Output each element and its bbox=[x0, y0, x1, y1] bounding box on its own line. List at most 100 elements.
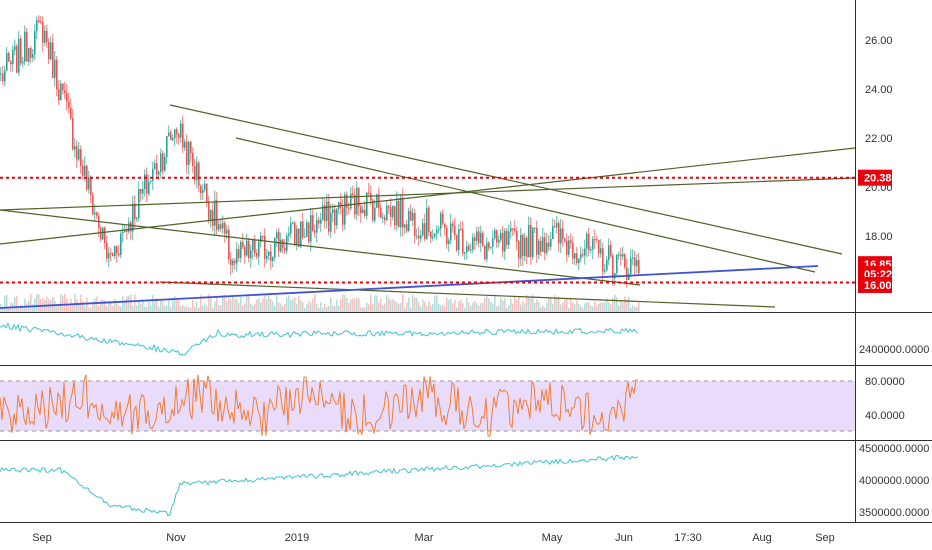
candle-body bbox=[456, 235, 458, 251]
volume-bar bbox=[598, 303, 600, 312]
volume-bar bbox=[344, 295, 346, 312]
volume-bar bbox=[400, 303, 402, 312]
volume-bar bbox=[206, 306, 208, 312]
candle-body bbox=[390, 207, 392, 218]
volume-bar bbox=[492, 303, 494, 312]
volume-bar bbox=[556, 297, 558, 312]
volume-bar bbox=[582, 307, 584, 312]
candle-body bbox=[240, 242, 242, 258]
candle-body bbox=[54, 59, 56, 78]
volume-bar bbox=[250, 303, 252, 312]
candle-body bbox=[388, 205, 390, 208]
volume-bar bbox=[382, 305, 384, 312]
volume-bar bbox=[330, 297, 332, 312]
volume-bar bbox=[378, 302, 380, 312]
candle-body bbox=[400, 197, 402, 228]
volume-bar bbox=[82, 300, 84, 312]
volume-axis-label: 2400000.0000 bbox=[859, 344, 929, 356]
volume-bar bbox=[112, 305, 114, 312]
volume-bar bbox=[38, 294, 40, 312]
candle-body bbox=[48, 41, 50, 60]
volume-bar bbox=[84, 305, 86, 312]
volume-bar bbox=[202, 305, 204, 312]
volume-bar bbox=[182, 304, 184, 312]
volume-bar bbox=[92, 302, 94, 312]
candle-body bbox=[174, 129, 176, 139]
candle-body bbox=[438, 228, 440, 230]
candle-body bbox=[156, 163, 158, 175]
candle-body bbox=[220, 224, 222, 229]
candle-body bbox=[408, 211, 410, 231]
candle-body bbox=[124, 230, 126, 232]
volume-bar bbox=[590, 305, 592, 312]
candle-body bbox=[420, 235, 422, 239]
candle-body bbox=[578, 258, 580, 264]
volume-bar bbox=[204, 303, 206, 312]
volume-bar bbox=[340, 299, 342, 312]
candle-body bbox=[222, 222, 224, 229]
volume-bar bbox=[516, 299, 518, 312]
candle-body bbox=[638, 260, 640, 274]
volume-bar bbox=[326, 307, 328, 312]
volume-bar bbox=[580, 306, 582, 312]
candle-body bbox=[138, 189, 140, 219]
candle-body bbox=[592, 239, 594, 250]
candle-body bbox=[84, 165, 86, 176]
volume-bar bbox=[450, 298, 452, 312]
candle-body bbox=[470, 249, 472, 251]
candle-body bbox=[74, 146, 76, 150]
trend-line bbox=[0, 209, 641, 286]
candle-body bbox=[520, 235, 522, 259]
candle-body bbox=[36, 20, 38, 32]
volume-bar bbox=[482, 302, 484, 312]
volume-bar bbox=[138, 301, 140, 312]
volume-bar bbox=[510, 298, 512, 312]
candle-body bbox=[6, 53, 8, 71]
volume-bar bbox=[176, 298, 178, 312]
volume-bar bbox=[148, 301, 150, 312]
volume-bar bbox=[32, 304, 34, 312]
candle-body bbox=[142, 189, 144, 194]
candle-body bbox=[96, 212, 98, 216]
volume-bar bbox=[402, 294, 404, 312]
candle-body bbox=[516, 230, 518, 242]
candle-body bbox=[254, 239, 256, 254]
volume-bar bbox=[446, 298, 448, 312]
volume-bar bbox=[438, 303, 440, 312]
volume-bar bbox=[342, 294, 344, 312]
candle-body bbox=[618, 254, 620, 256]
volume-bar bbox=[612, 297, 614, 312]
volume-bar bbox=[634, 307, 636, 312]
volume-bar bbox=[496, 306, 498, 312]
candle-body bbox=[250, 250, 252, 258]
candle-body bbox=[616, 254, 618, 274]
candle-body bbox=[290, 223, 292, 234]
candle-body bbox=[44, 30, 46, 43]
candle-body bbox=[294, 222, 296, 245]
volume-bar bbox=[218, 305, 220, 312]
candle-body bbox=[634, 257, 636, 266]
candle-body bbox=[212, 210, 214, 226]
candle-body bbox=[166, 136, 168, 157]
candle-body bbox=[152, 168, 154, 181]
volume-bar bbox=[442, 304, 444, 312]
volume-bar bbox=[248, 294, 250, 312]
candle-body bbox=[440, 213, 442, 229]
volume-bar bbox=[436, 295, 438, 312]
candle-body bbox=[542, 237, 544, 252]
volume-bar bbox=[568, 307, 570, 312]
candle-body bbox=[208, 202, 210, 220]
time-tick-label: 17:30 bbox=[674, 532, 702, 544]
candle-body bbox=[594, 239, 596, 241]
volume-bar bbox=[166, 306, 168, 312]
price-tag bbox=[858, 169, 892, 186]
rsi-axis-label: 40.0000 bbox=[865, 410, 905, 422]
support-line bbox=[0, 265, 819, 309]
volume-bar bbox=[168, 299, 170, 312]
volume-bar bbox=[414, 297, 416, 312]
volume-bar bbox=[386, 295, 388, 312]
candle-body bbox=[230, 259, 232, 266]
volume-bar bbox=[574, 304, 576, 312]
volume-bar bbox=[422, 299, 424, 312]
